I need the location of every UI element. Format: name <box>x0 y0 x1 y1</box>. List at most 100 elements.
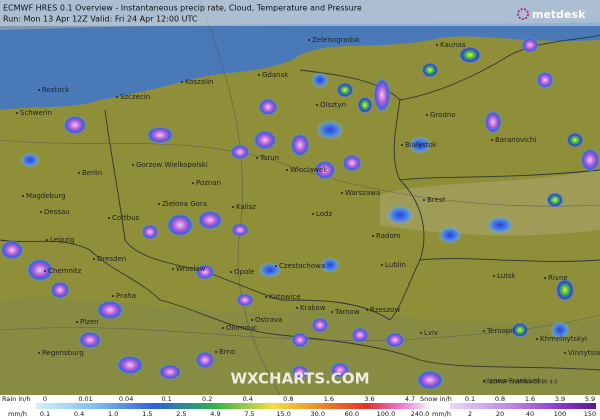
precip-cell <box>0 240 24 260</box>
legend-value: 100.0 <box>377 410 396 418</box>
precip-cell <box>438 226 462 244</box>
precip-cell <box>26 258 54 282</box>
legend-value: 0.8 <box>495 395 505 403</box>
city-label: Tarnow <box>334 308 360 316</box>
legend-value: 240.0 <box>411 410 430 418</box>
city-dot <box>38 89 40 91</box>
rain-scale <box>36 403 430 409</box>
precip-cell <box>357 96 373 114</box>
city-label: Rzeszow <box>370 306 400 314</box>
precip-cell <box>385 332 405 348</box>
precip-cell <box>486 216 514 234</box>
legend-value: 30.0 <box>310 410 324 418</box>
city-label: Czestochowa <box>279 262 325 270</box>
city-dot <box>38 352 40 354</box>
precip-cell <box>566 132 584 148</box>
city-dot <box>132 164 134 166</box>
city-label: Koszalin <box>185 78 213 86</box>
precip-cell <box>141 224 159 240</box>
city-label: Zielona Gora <box>162 200 207 208</box>
city-label: Brest <box>427 196 445 204</box>
precip-cell <box>96 300 124 320</box>
legend-unit: mm/h <box>8 410 27 418</box>
city-label: Grodno <box>430 111 456 119</box>
precip-cell <box>342 154 362 172</box>
city-label: Praha <box>116 292 136 300</box>
city-dot <box>230 271 232 273</box>
legend-value: 0.1 <box>465 395 475 403</box>
city-label: Baranovichi <box>495 136 536 144</box>
city-label: Lviv <box>424 329 438 337</box>
city-label: Gdansk <box>262 71 289 79</box>
city-dot <box>76 321 78 323</box>
city-label: Ivano-Frankivsk <box>487 377 543 385</box>
precip-cell <box>351 327 369 343</box>
legend-value: 3.6 <box>364 395 374 403</box>
city-dot <box>331 311 333 313</box>
precip-layer <box>0 37 600 390</box>
precip-cell <box>550 321 570 339</box>
city-label: Olomouc <box>226 324 257 332</box>
legend-unit: mm/h <box>432 410 451 418</box>
legend-value: 150 <box>584 410 596 418</box>
city-label: Regensburg <box>42 349 84 357</box>
logo-text: metdesk <box>532 8 586 21</box>
precip-cell <box>311 317 329 333</box>
city-label: Poznan <box>196 179 221 187</box>
city-dot <box>366 309 368 311</box>
cloud-patch <box>380 170 600 236</box>
precip-cell <box>253 130 277 150</box>
precip-cell <box>258 98 278 116</box>
city-dot <box>483 330 485 332</box>
city-dot <box>222 327 224 329</box>
city-dot <box>181 81 183 83</box>
city-dot <box>192 182 194 184</box>
city-dot <box>93 258 95 260</box>
precip-cell <box>314 160 336 180</box>
precip-cell <box>197 210 223 230</box>
precip-cell <box>230 144 250 160</box>
city-label: Rivne <box>548 274 568 282</box>
precip-cell <box>580 148 600 172</box>
watermark: WXCHARTS.COM <box>230 370 369 388</box>
legend-value: 100 <box>554 410 566 418</box>
legend-title: Rain in/h <box>2 395 31 403</box>
city-dot <box>286 169 288 171</box>
header-bg <box>0 0 600 26</box>
city-label: Opole <box>234 268 255 276</box>
south-border <box>0 239 600 371</box>
city-dot <box>22 195 24 197</box>
city-dot <box>275 265 277 267</box>
city-label: Katowice <box>269 293 301 301</box>
precip-cell <box>408 136 432 154</box>
city-label: Gorzow Wielkopolski <box>136 161 208 169</box>
city-label: Plzen <box>80 318 99 326</box>
city-dot <box>341 192 343 194</box>
city-label: Kaunas <box>440 41 466 49</box>
city-dot <box>215 351 217 353</box>
precip-cell <box>195 351 215 369</box>
city-dot <box>256 157 258 159</box>
legend-value: 2.5 <box>176 410 186 418</box>
city-label: Schwerin <box>20 109 52 117</box>
city-label: Vinnytsia <box>568 349 600 357</box>
precip-cell <box>231 223 249 237</box>
city-dot <box>108 217 110 219</box>
sea <box>0 0 600 110</box>
city-label: Krakow <box>300 304 326 312</box>
legend-value: 3.9 <box>555 395 565 403</box>
city-dot <box>372 235 374 237</box>
precip-cell <box>236 293 254 307</box>
city-dot <box>232 206 234 208</box>
city-label: Dessau <box>44 208 70 216</box>
city-dot <box>265 296 267 298</box>
precip-cell <box>195 264 215 280</box>
legend-value: 0.2 <box>202 395 212 403</box>
legend-value: 2 <box>468 410 472 418</box>
lithuania-border <box>399 34 600 101</box>
city-label: Ostrava <box>255 316 283 324</box>
credit: © ECMWF modified CC BY 4.0 <box>483 379 558 386</box>
legend-value: 7.5 <box>244 410 254 418</box>
precip-cell <box>116 355 144 375</box>
